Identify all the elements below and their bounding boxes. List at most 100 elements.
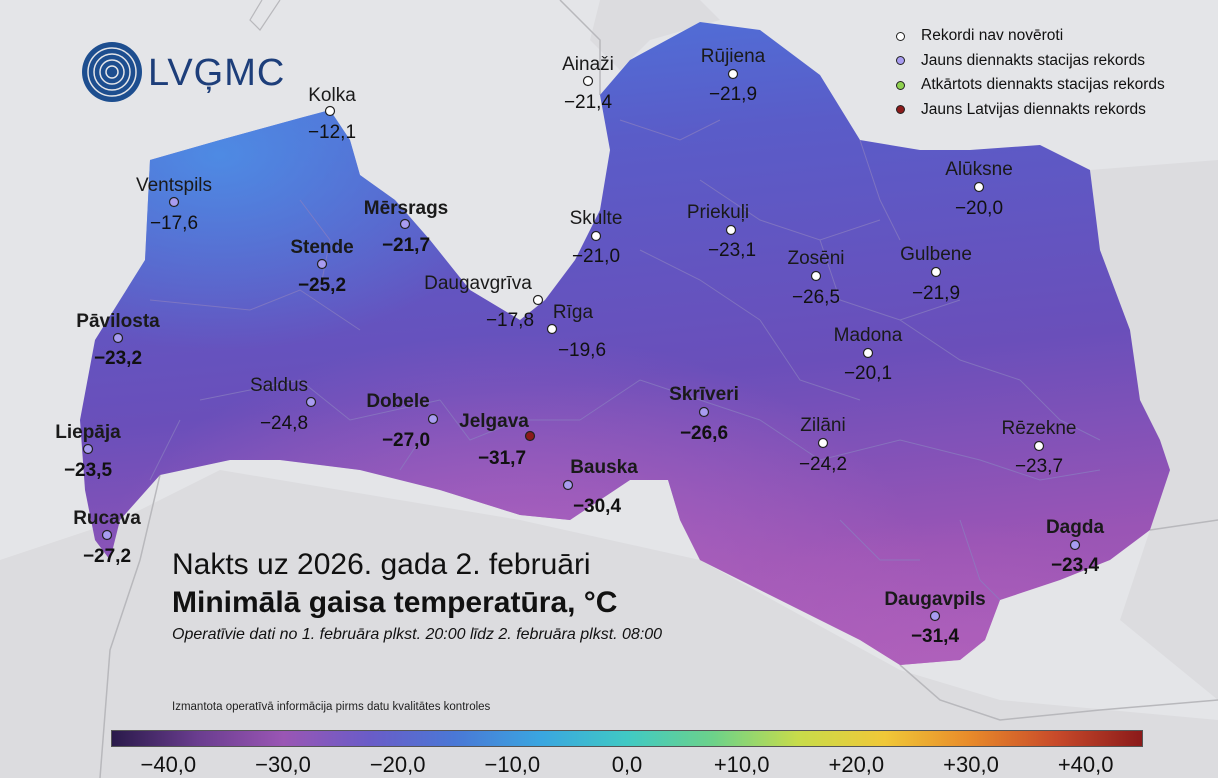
station-8: Dobele −27,0	[366, 391, 439, 451]
station-23: Rēzekne −23,7	[1002, 418, 1077, 477]
legend-dot-white-icon	[896, 31, 905, 41]
colorbar-tick-label: −20,0	[369, 752, 426, 777]
station-name: Skrīveri	[669, 384, 739, 405]
station-name: Zosēni	[787, 248, 844, 269]
station-name: Dagda	[1046, 517, 1105, 538]
station-name: Bauska	[570, 457, 638, 478]
station-marker-icon	[590, 230, 602, 242]
colorbar-tick-label: 0,0	[611, 752, 643, 777]
station-marker-icon	[168, 196, 180, 208]
station-18: Alūksne −20,0	[945, 159, 1013, 219]
station-9: Jelgava −31,7	[459, 411, 536, 469]
station-value: −30,4	[573, 496, 622, 517]
station-name: Ventspils	[136, 175, 212, 196]
station-name: Stende	[290, 237, 353, 258]
station-value: −23,4	[1051, 555, 1100, 576]
station-marker-icon	[427, 413, 439, 425]
colorbar-tick-label: +30,0	[943, 752, 999, 777]
station-value: −12,1	[308, 122, 356, 143]
colorbar-tick-label: −10,0	[484, 752, 541, 777]
station-value: −20,1	[844, 363, 892, 384]
station-2: Mērsrags −21,7	[364, 198, 449, 256]
map-subtitle: Operatīvie dati no 1. februāra plkst. 20…	[172, 626, 663, 643]
station-marker-icon	[973, 181, 985, 193]
station-name: Skulte	[570, 208, 623, 229]
colorbar-tick-label: +20,0	[828, 752, 885, 777]
legend-dot-violet-icon	[896, 56, 905, 66]
station-25: Daugavpils −31,4	[884, 589, 985, 647]
station-marker-icon	[1033, 440, 1045, 452]
colorbar-tick-label: +10,0	[713, 752, 770, 777]
station-marker-icon	[725, 224, 737, 236]
station-marker-icon	[929, 610, 941, 622]
station-11: Daugavgrīva −17,8	[424, 273, 544, 331]
station-name: Priekuļi	[687, 202, 749, 223]
station-value: −21,0	[572, 246, 620, 267]
station-value: −23,2	[94, 348, 142, 369]
station-marker-icon	[305, 396, 317, 408]
legend-label: Jauns Latvijas diennakts rekords	[921, 100, 1146, 118]
station-value: −23,5	[64, 460, 113, 481]
station-value: −20,0	[955, 198, 1003, 219]
station-name: Pāvilosta	[76, 311, 160, 332]
station-marker-icon	[324, 105, 336, 117]
station-0: Kolka −12,1	[308, 85, 356, 143]
station-marker-icon	[316, 258, 328, 270]
station-name: Alūksne	[945, 159, 1013, 180]
legend-label: Atkārtots diennakts stacijas rekords	[921, 76, 1165, 94]
station-value: −21,7	[382, 235, 430, 256]
station-12: Rīga −19,6	[546, 302, 606, 361]
legend-dot-red-icon	[896, 105, 905, 115]
station-name: Rēzekne	[1002, 418, 1077, 439]
station-value: −26,5	[792, 287, 840, 308]
station-value: −24,2	[799, 454, 847, 475]
map-title-block: Nakts uz 2026. gada 2. februāri Minimālā…	[172, 548, 662, 644]
station-marker-icon	[112, 332, 124, 344]
station-20: Madona −20,1	[834, 325, 903, 384]
data-quality-note: Izmantota operatīvā informācija pirms da…	[172, 701, 491, 713]
station-value: −26,6	[680, 423, 728, 444]
colorbar-tick-label: −40,0	[140, 752, 197, 777]
station-name: Dobele	[366, 391, 429, 412]
station-17: Zosēni −26,5	[787, 248, 844, 308]
station-name: Zilāni	[800, 415, 845, 436]
station-value: −24,8	[260, 413, 308, 434]
legend-item-no-record: Rekordi nav novēroti	[896, 24, 1165, 49]
station-5: Saldus −24,8	[250, 375, 317, 434]
station-name: Madona	[834, 325, 903, 346]
legend-label: Jauns diennakts stacijas rekords	[921, 51, 1146, 69]
logo-text: LVĢMC	[148, 52, 286, 94]
station-name: Rīga	[553, 302, 594, 323]
station-value: −27,2	[83, 546, 131, 567]
station-value: −31,4	[911, 626, 960, 647]
station-13: Ainaži −21,4	[562, 54, 614, 113]
map-date-title: Nakts uz 2026. gada 2. februāri	[172, 548, 591, 581]
station-value: −17,8	[486, 310, 534, 331]
station-name: Gulbene	[900, 244, 972, 265]
station-marker-icon	[546, 323, 558, 335]
station-10: Bauska −30,4	[562, 457, 638, 517]
station-marker-icon	[562, 479, 574, 491]
lvgmc-swirl-logo-icon	[82, 42, 142, 102]
station-22: Zilāni −24,2	[799, 415, 847, 475]
station-marker-icon	[930, 266, 942, 278]
station-15: Rūjiena −21,9	[701, 46, 766, 105]
station-21: Skrīveri −26,6	[669, 384, 739, 444]
station-name: Daugavpils	[884, 589, 985, 610]
station-marker-icon	[524, 430, 536, 442]
map-main-title: Minimālā gaisa temperatūra, °C	[172, 586, 618, 619]
station-value: −21,9	[912, 283, 960, 304]
temperature-colorbar	[111, 730, 1143, 747]
colorbar-tick-label: +40,0	[1057, 752, 1114, 777]
station-marker-icon	[399, 218, 411, 230]
station-19: Gulbene −21,9	[900, 244, 972, 304]
station-marker-icon	[862, 347, 874, 359]
station-marker-icon	[698, 406, 710, 418]
station-name: Rūjiena	[701, 46, 766, 67]
station-marker-icon	[101, 529, 113, 541]
legend-item-latvia-record: Jauns Latvijas diennakts rekords	[896, 98, 1165, 123]
station-6: Liepāja −23,5	[55, 422, 121, 481]
station-marker-icon	[582, 75, 594, 87]
station-value: −17,6	[150, 213, 198, 234]
